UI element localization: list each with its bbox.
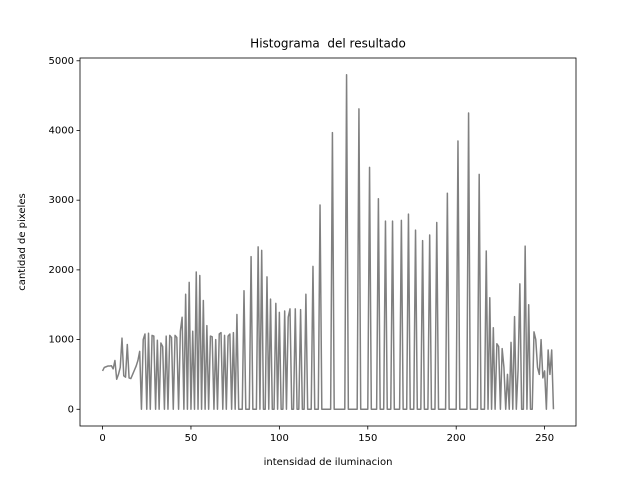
axes-frame [79,57,577,427]
chart-title: Histograma del resultado [250,37,406,51]
y-tick-label: 2000 [49,265,74,276]
y-tick-label: 1000 [49,335,74,346]
x-tick-label: 250 [535,433,554,444]
x-axis-label: intensidad de iluminacion [264,457,393,468]
x-tick-label: 200 [447,433,466,444]
y-tick-label: 5000 [49,56,74,67]
x-tick-label: 150 [358,433,377,444]
x-tick-label: 50 [185,433,198,444]
data-line [101,73,555,411]
y-axis-label: cantidad de pixeles [17,193,28,290]
y-tick-label: 0 [68,404,74,415]
x-tick-label: 100 [270,433,289,444]
x-tick-label: 0 [99,433,105,444]
y-tick-label: 3000 [49,195,74,206]
y-tick-label: 4000 [49,125,74,136]
